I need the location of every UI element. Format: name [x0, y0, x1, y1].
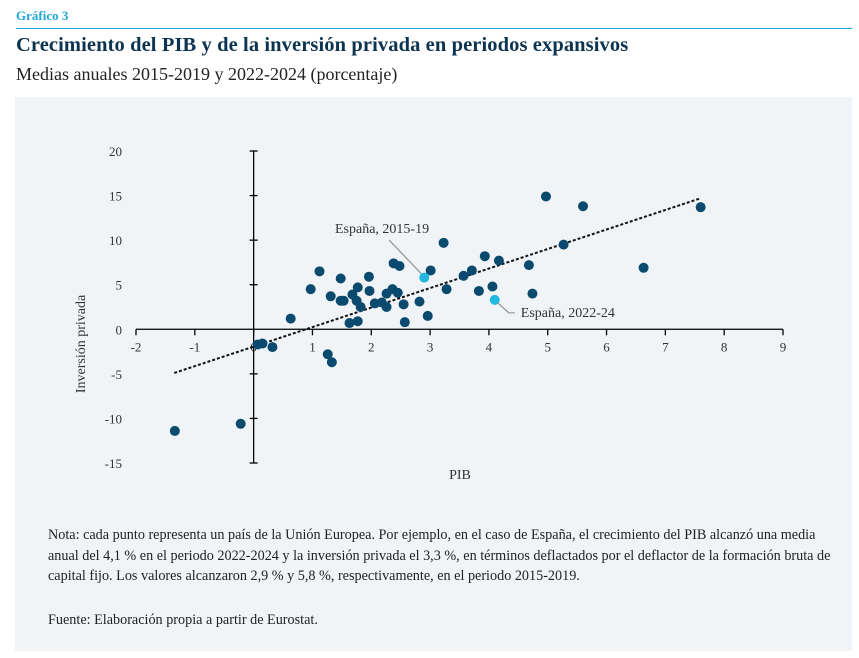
data-point [335, 273, 346, 284]
data-point [381, 302, 392, 312]
x-tick-label: 9 [780, 339, 787, 354]
y-tick-label: 10 [109, 233, 122, 248]
x-axis-title: PIB [449, 468, 471, 483]
data-point [398, 299, 409, 310]
data-point [338, 295, 349, 306]
data-point [479, 251, 490, 262]
chart-title: Crecimiento del PIB y de la inversión pr… [16, 34, 629, 56]
data-point [638, 262, 649, 273]
data-point [527, 288, 538, 299]
y-tick-label: -5 [111, 367, 122, 382]
x-tick-label: 8 [721, 339, 728, 354]
data-point [414, 296, 425, 307]
x-tick-label: 4 [486, 339, 493, 354]
annotation-spain-2022-24: España, 2022-24 [521, 306, 615, 321]
y-tick-label: 0 [116, 322, 123, 337]
y-tick-label: 15 [109, 189, 122, 204]
y-tick-label: -15 [105, 456, 122, 471]
data-point [285, 313, 296, 324]
data-point [235, 418, 246, 429]
data-point [257, 338, 268, 349]
data-point [523, 260, 534, 271]
data-point [314, 266, 325, 277]
data-point [399, 317, 410, 328]
data-point [326, 357, 337, 368]
x-tick-label: 3 [427, 339, 434, 354]
x-tick-label: 5 [544, 339, 551, 354]
x-tick-label: -1 [189, 339, 200, 354]
chart-subtitle: Medias anuales 2015-2019 y 2022-2024 (po… [16, 64, 398, 84]
data-point [355, 302, 366, 312]
x-tick-label: 1 [309, 339, 316, 354]
data-point [364, 285, 375, 296]
annotation-leader-line [497, 302, 515, 314]
data-point [540, 191, 551, 202]
data-point [558, 239, 569, 250]
points-group [169, 191, 706, 436]
spain-2022-24-point [489, 294, 500, 305]
y-axis-title: Inversión privada [74, 294, 89, 393]
x-tick-label: 2 [368, 339, 375, 354]
data-point [352, 282, 363, 293]
data-point [305, 284, 316, 295]
data-point [487, 281, 498, 292]
data-point [441, 284, 452, 295]
data-point [438, 237, 449, 248]
data-point [394, 260, 405, 271]
data-point [392, 287, 403, 298]
data-point [425, 265, 436, 276]
data-point [493, 255, 504, 266]
chart-number: Gráfico 3 [16, 8, 69, 23]
data-point [458, 270, 469, 281]
axes: -2-1012345678920151050-5-10-15 [105, 144, 787, 471]
data-point [473, 285, 484, 296]
footnote: Nota: cada punto representa un país de l… [48, 527, 831, 584]
data-point [169, 425, 180, 436]
annotation-leader-line [388, 239, 422, 275]
source-note: Fuente: Elaboración propia a partir de E… [48, 612, 318, 628]
x-tick-label: -2 [131, 339, 142, 354]
data-point [422, 310, 433, 321]
chart-panel [15, 97, 852, 651]
y-tick-label: 20 [109, 144, 122, 159]
data-point [695, 202, 706, 213]
data-point [466, 265, 477, 276]
data-point [267, 342, 278, 353]
data-point [344, 318, 355, 329]
header-divider [16, 28, 852, 29]
data-point [578, 201, 589, 212]
data-point [325, 291, 336, 302]
x-tick-label: 6 [603, 339, 610, 354]
annotations-group: España, 2015-19 España, 2022-24 [335, 222, 615, 321]
spain-2015-19-point [419, 272, 430, 283]
y-tick-label: 5 [116, 278, 123, 293]
annotation-spain-2015-19: España, 2015-19 [335, 222, 429, 237]
data-point [352, 316, 363, 327]
data-point [363, 271, 374, 282]
y-tick-label: -10 [105, 411, 122, 426]
data-point [322, 349, 333, 360]
x-tick-label: 7 [662, 339, 669, 354]
